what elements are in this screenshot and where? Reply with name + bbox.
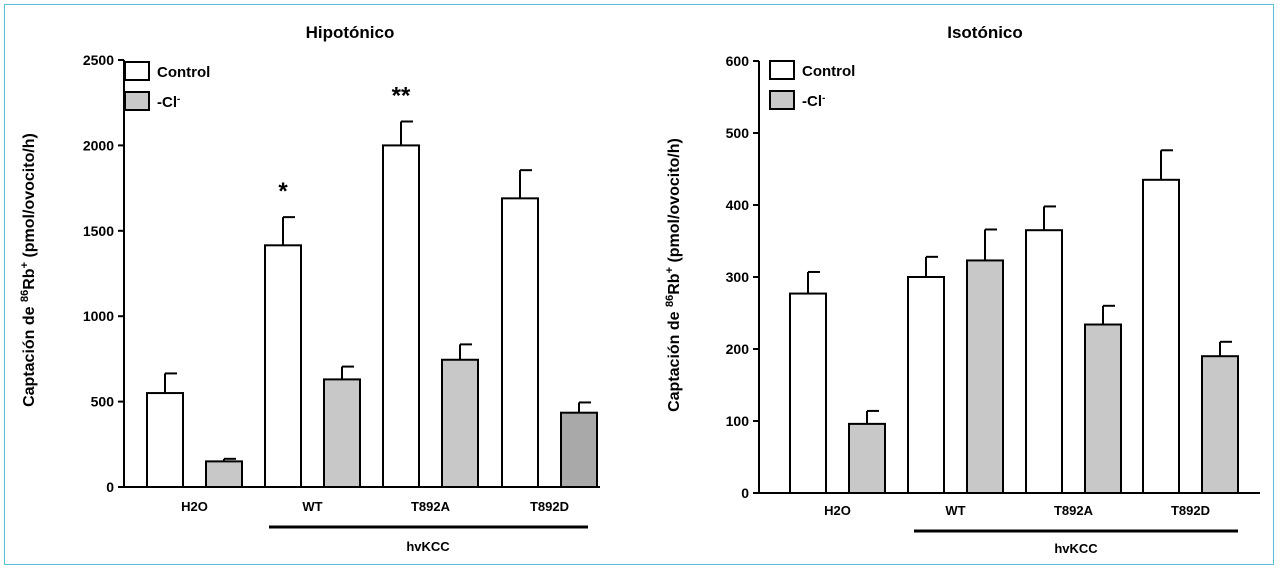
bar-cl xyxy=(205,460,243,489)
bar-control xyxy=(789,292,827,494)
y-axis-label-part: 86 xyxy=(19,290,31,302)
legend-label-cl-sup: - xyxy=(822,93,825,104)
x-tick-label: T892D xyxy=(530,499,569,514)
figure-frame xyxy=(4,4,1274,565)
bar-cl xyxy=(1084,323,1122,494)
legend-swatch-cl xyxy=(769,90,795,110)
x-tick-label: T892D xyxy=(1171,503,1210,518)
chart-title: Hipotónico xyxy=(306,23,395,42)
significance-marker: ** xyxy=(392,82,411,109)
legend-label-cl: -Cl- xyxy=(157,94,180,112)
y-tick-label: 500 xyxy=(91,394,115,410)
bar-control xyxy=(146,392,184,488)
y-axis-label-part: + xyxy=(664,267,676,273)
bar-cl xyxy=(966,259,1004,494)
y-tick-label: 300 xyxy=(726,269,750,285)
bar-cl xyxy=(323,378,361,488)
y-tick-label: 0 xyxy=(741,485,749,501)
y-tick-label: 2000 xyxy=(83,137,114,153)
y-tick-label: 600 xyxy=(726,53,750,69)
y-axis-label-part: Rb xyxy=(666,273,683,295)
group-label: hvKCC xyxy=(406,539,450,554)
bar-control xyxy=(264,244,302,488)
y-axis-label-part: + xyxy=(19,262,31,268)
y-axis-label-part: Rb xyxy=(21,268,38,290)
y-tick-label: 1500 xyxy=(83,223,114,239)
legend-label-cl-main: -Cl xyxy=(157,94,177,111)
y-tick-label: 2500 xyxy=(83,52,114,68)
bar-control xyxy=(1025,229,1063,494)
legend-label-cl-sup: - xyxy=(177,94,180,105)
y-tick-label: 0 xyxy=(106,479,114,495)
significance-marker: * xyxy=(278,178,288,205)
y-tick-label: 1000 xyxy=(83,308,114,324)
legend-label-cl: -Cl- xyxy=(802,93,825,111)
bar-control xyxy=(1142,178,1180,495)
y-axis-label-part: 86 xyxy=(664,295,676,307)
bar-cl xyxy=(848,422,886,495)
x-tick-label: WT xyxy=(945,503,965,518)
x-tick-label: T892A xyxy=(411,499,451,514)
y-tick-label: 400 xyxy=(726,197,750,213)
y-axis-label: Captación de 86Rb+ (pmol/ovocito/h) xyxy=(664,138,683,412)
y-axis-label-part: Captación de xyxy=(21,302,38,407)
y-tick-label: 100 xyxy=(726,413,750,429)
y-axis-label: Captación de 86Rb+ (pmol/ovocito/h) xyxy=(19,133,38,407)
bar-cl xyxy=(1201,355,1239,495)
y-tick-label: 200 xyxy=(726,341,750,357)
chart-title: Isotónico xyxy=(947,23,1023,42)
x-tick-label: WT xyxy=(302,499,322,514)
bar-control xyxy=(907,276,945,494)
bar-control xyxy=(501,197,539,489)
legend-swatch-cl xyxy=(124,91,150,111)
x-tick-label: H2O xyxy=(824,503,851,518)
y-axis-label-part: (pmol/ovocito/h) xyxy=(666,138,683,267)
legend-label-control: Control xyxy=(157,64,210,81)
legend-label-control: Control xyxy=(802,63,855,80)
bar-cl xyxy=(441,358,479,488)
x-tick-label: H2O xyxy=(181,499,208,514)
bar-cl xyxy=(560,411,598,488)
y-axis-label-part: Captación de xyxy=(666,307,683,412)
legend-swatch-control xyxy=(124,61,150,81)
y-axis-label-part: (pmol/ovocito/h) xyxy=(21,133,38,262)
y-tick-label: 500 xyxy=(726,125,750,141)
x-tick-label: T892A xyxy=(1054,503,1094,518)
legend-swatch-control xyxy=(769,60,795,80)
group-label: hvKCC xyxy=(1054,541,1098,556)
legend-label-cl-main: -Cl xyxy=(802,93,822,110)
bar-control xyxy=(382,144,420,488)
